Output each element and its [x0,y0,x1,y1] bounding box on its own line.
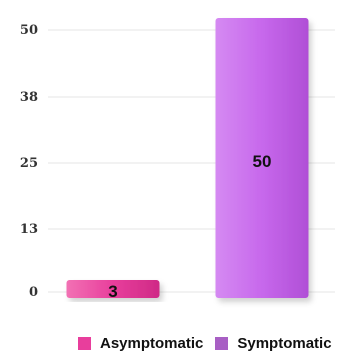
legend: Asymptomatic Symptomatic [78,335,344,352]
bar-symptomatic [215,18,309,298]
data-labels: 3 50 [108,152,271,301]
legend-swatch-symptomatic [215,337,229,350]
legend-item-symptomatic: Symptomatic [215,335,332,352]
y-tick-label: 0 [29,285,38,300]
legend-item-asymptomatic: Asymptomatic [78,335,203,352]
y-tick-label: 50 [20,23,38,38]
data-label-symptomatic: 50 [253,152,272,171]
bar-asymptomatic [66,280,160,298]
y-tick-label: 13 [20,222,38,237]
y-tick-label: 25 [20,156,38,171]
y-axis-ticks: 0 13 25 38 50 [20,23,38,300]
legend-label-symptomatic: Symptomatic [237,335,332,352]
data-label-asymptomatic: 3 [108,282,117,301]
legend-label-asymptomatic: Asymptomatic [100,335,204,352]
y-tick-label: 38 [20,90,38,105]
legend-swatch-asymptomatic [78,337,91,350]
bars [66,18,309,298]
